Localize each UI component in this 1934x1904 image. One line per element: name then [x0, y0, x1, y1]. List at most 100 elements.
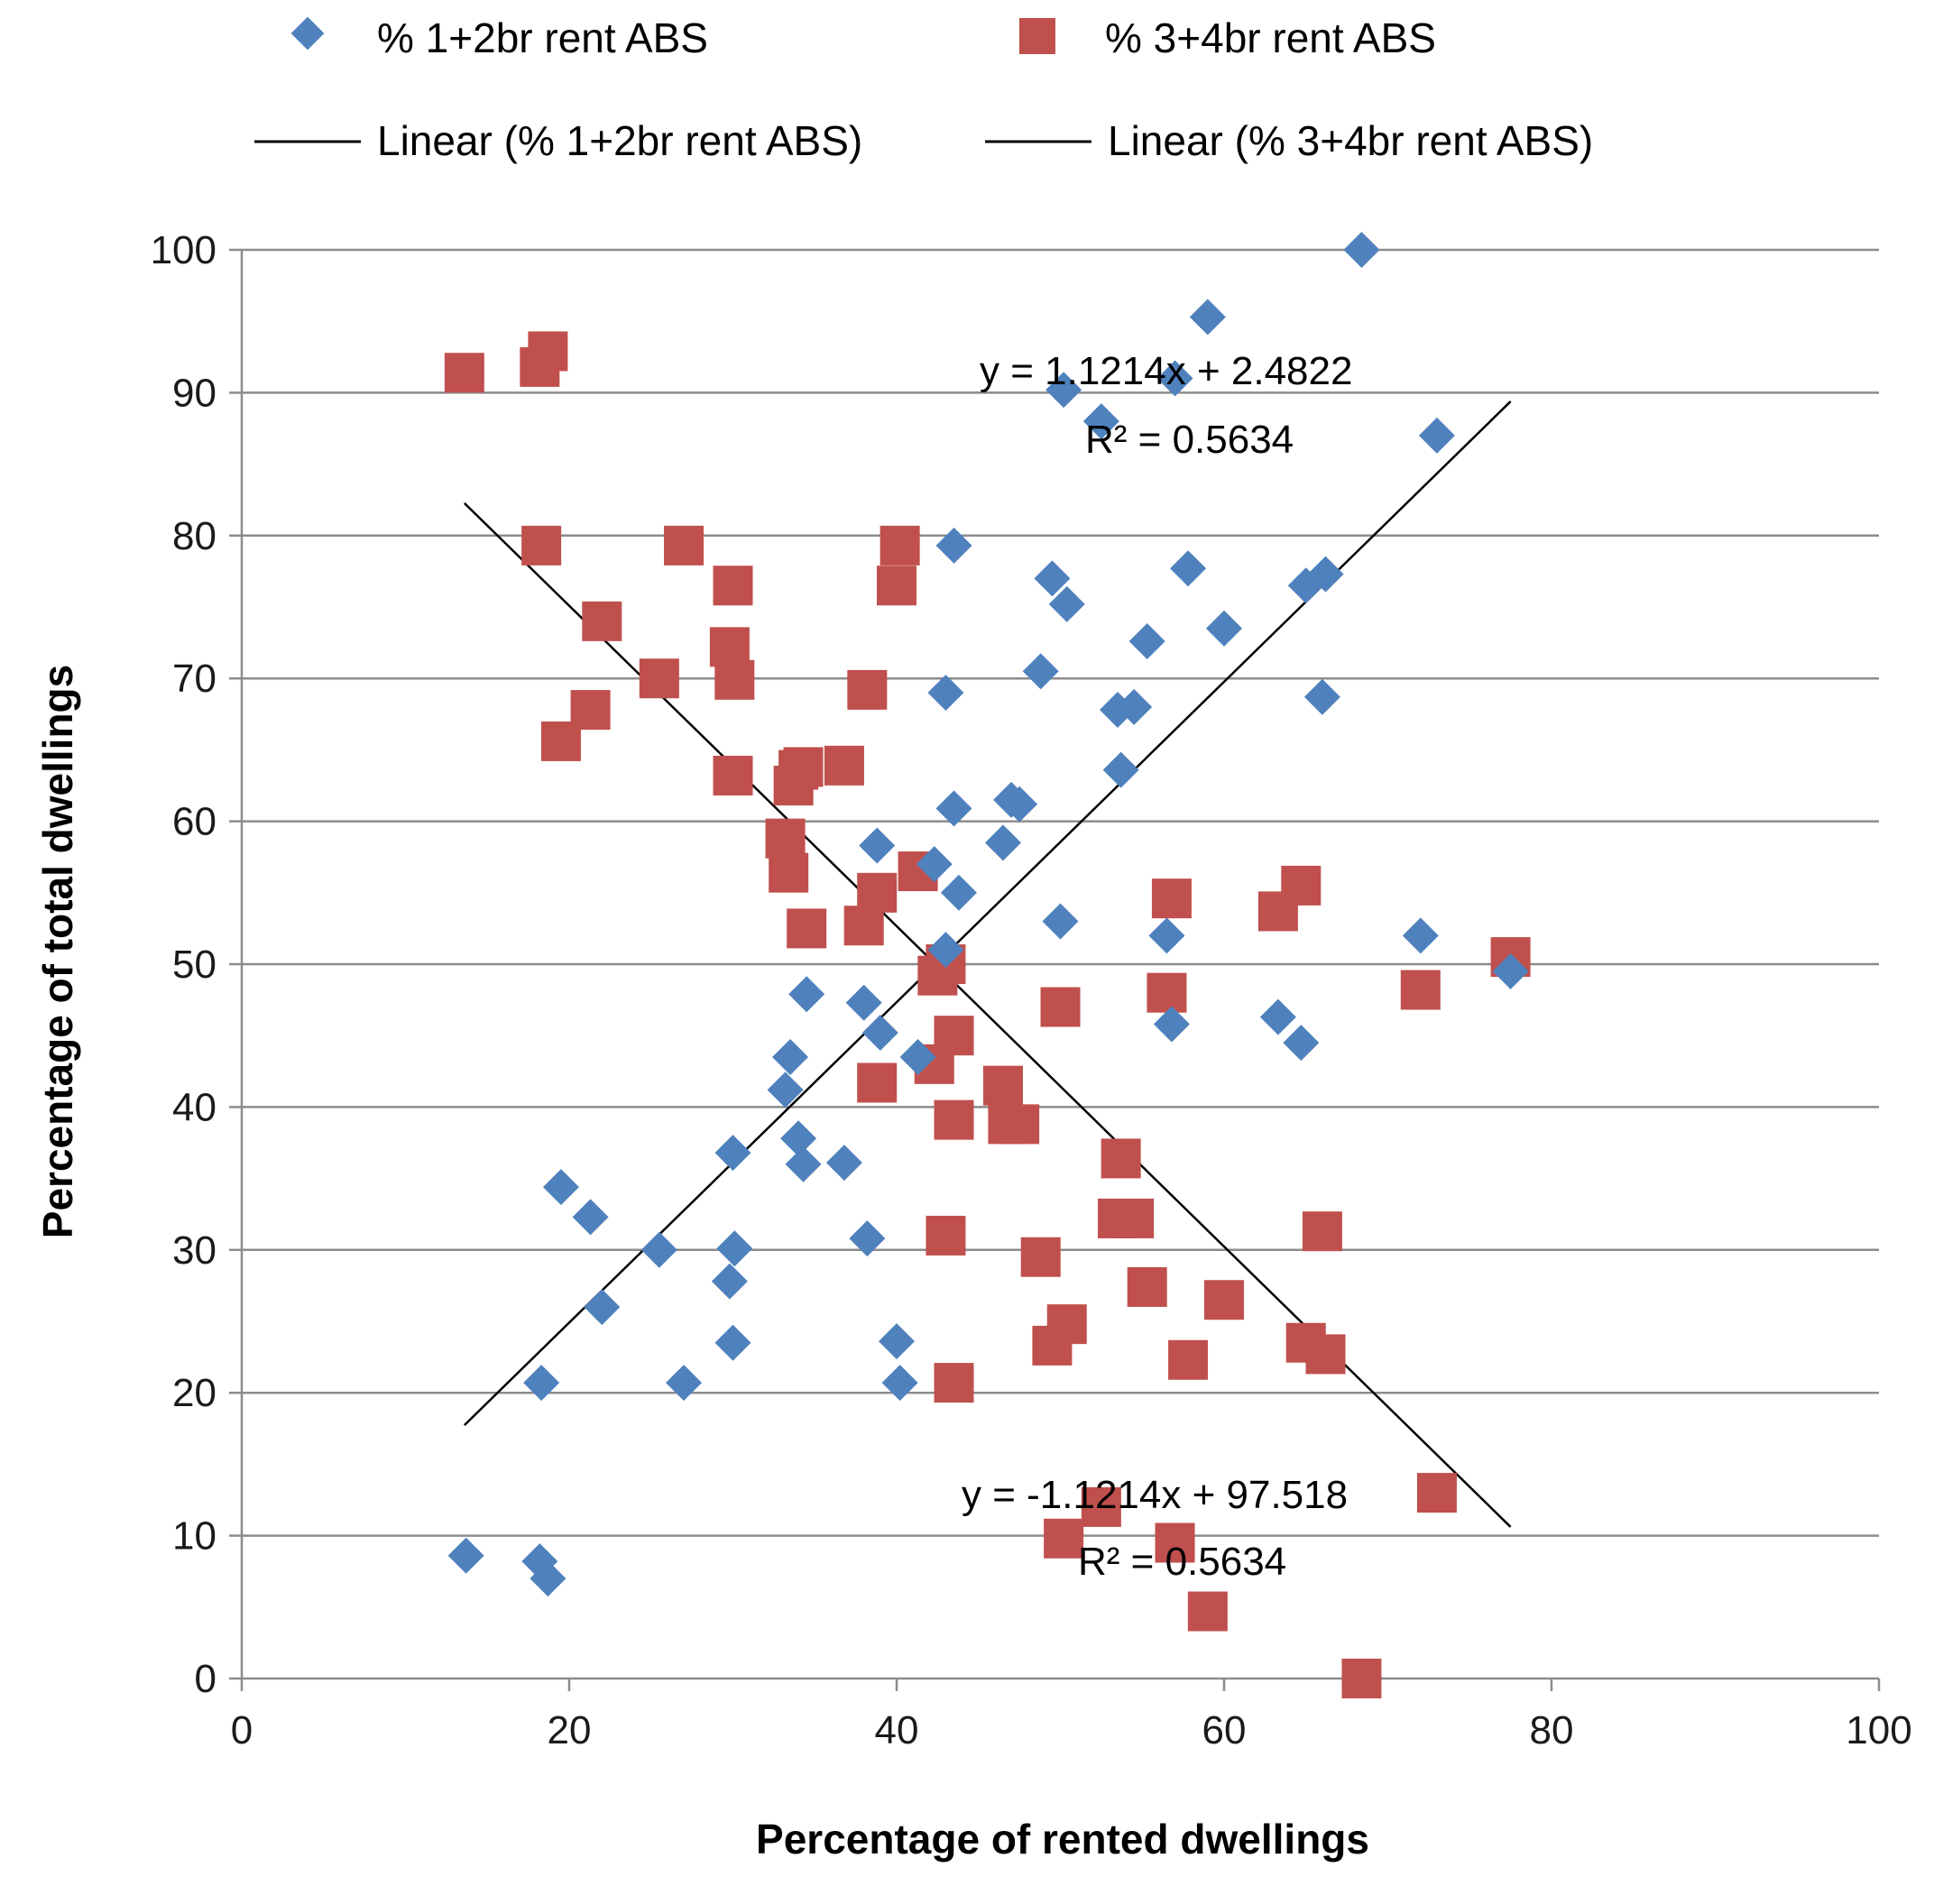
data-point-1-2br [785, 1145, 822, 1182]
data-point-1-2br [935, 790, 972, 827]
data-point-1-2br [845, 984, 882, 1021]
trend1-r2: R² = 0.5634 [1085, 418, 1294, 462]
data-point-1-2br [1418, 417, 1455, 454]
y-tick-label: 50 [172, 943, 216, 987]
data-point-1-2br [1042, 903, 1079, 940]
data-point-1-2br [1148, 917, 1185, 954]
data-point-1-2br [523, 1365, 560, 1402]
legend-label-series1: % 1+2br rent ABS [377, 14, 708, 61]
y-tick-label: 20 [172, 1371, 216, 1415]
data-point-1-2br [572, 1199, 609, 1236]
data-point-3-4br [847, 669, 888, 710]
data-point-3-4br [824, 745, 864, 786]
data-point-1-2br [1116, 688, 1153, 725]
data-point-1-2br [780, 1120, 817, 1157]
y-tick-labels: 0 10 20 30 40 50 60 70 80 90 100 [151, 228, 216, 1701]
data-point-3-4br [1020, 1237, 1061, 1277]
data-point-1-2br [861, 1015, 898, 1052]
data-point-1-2br [1153, 1006, 1190, 1043]
legend-label-trend1: Linear (% 1+2br rent ABS) [377, 117, 862, 164]
y-tick-label: 30 [172, 1228, 216, 1273]
y-tick-label: 90 [172, 371, 216, 415]
y-tick-label: 60 [172, 800, 216, 844]
data-point-1-2br [714, 1135, 751, 1172]
data-point-1-2br [1492, 952, 1529, 989]
data-point-3-4br [582, 601, 622, 641]
x-tick-label: 80 [1530, 1708, 1574, 1752]
y-tick-label: 80 [172, 514, 216, 558]
data-point-1-2br [1048, 585, 1085, 622]
data-point-1-2br [1307, 556, 1344, 593]
data-point-3-4br [1101, 1138, 1141, 1179]
legend-marker-square [1019, 18, 1055, 54]
legend: % 1+2br rent ABS % 3+4br rent ABS Linear… [254, 14, 1593, 164]
data-point-1-2br [1034, 560, 1071, 597]
data-point-3-4br [877, 566, 916, 606]
data-point-1-2br [1156, 360, 1193, 397]
data-point-3-4br [1081, 1486, 1121, 1527]
data-point-3-4br [1155, 1522, 1195, 1563]
axes [240, 250, 1881, 1691]
data-point-1-2br [935, 527, 972, 564]
data-point-1-2br [849, 1220, 886, 1257]
y-tick-label: 70 [172, 657, 216, 701]
x-tick-label: 20 [548, 1708, 592, 1752]
data-point-1-2br [1402, 917, 1439, 954]
data-point-3-4br [444, 353, 484, 393]
data-point-3-4br [528, 331, 568, 372]
data-point-3-4br [1400, 970, 1441, 1010]
data-point-3-4br [521, 525, 562, 566]
data-point-3-4br [639, 658, 679, 699]
data-point-3-4br [1187, 1591, 1228, 1632]
data-point-3-4br [843, 906, 884, 946]
series-1-2br-points [447, 232, 1529, 1597]
trend1-equation: y = 1.1214x + 2.4822 [980, 349, 1352, 393]
data-point-3-4br [934, 1363, 974, 1403]
x-axis-title: Percentage of rented dwellings [756, 1816, 1369, 1863]
data-point-1-2br [666, 1365, 703, 1402]
data-point-3-4br [1416, 1473, 1457, 1513]
data-point-1-2br [927, 675, 964, 712]
data-point-3-4br [880, 525, 920, 566]
trend2-r2: R² = 0.5634 [1078, 1540, 1286, 1584]
data-point-1-2br [1283, 1025, 1320, 1062]
trendline-1 [463, 400, 1512, 1426]
data-point-3-4br [1341, 1659, 1382, 1698]
data-point-1-2br [1001, 786, 1038, 823]
data-point-3-4br [1040, 987, 1081, 1027]
data-point-1-2br [1082, 403, 1119, 440]
data-point-1-2br [530, 1560, 566, 1597]
data-point-3-4br [1127, 1266, 1167, 1307]
x-tick-label: 0 [231, 1708, 253, 1752]
legend-item-trend1: Linear (% 1+2br rent ABS) [254, 117, 862, 164]
data-point-3-4br [1168, 1339, 1209, 1380]
gridlines [229, 248, 1879, 1680]
data-point-1-2br [879, 1323, 915, 1360]
data-point-3-4br [540, 721, 581, 761]
data-point-1-2br [1022, 653, 1059, 690]
data-point-3-4br [713, 755, 753, 796]
data-point-3-4br [1204, 1280, 1244, 1320]
data-point-1-2br [927, 932, 964, 969]
data-point-3-4br [1151, 878, 1192, 919]
trend2-equation: y = -1.1214x + 97.518 [962, 1473, 1348, 1517]
data-point-3-4br [934, 1099, 974, 1140]
data-point-1-2br [916, 846, 953, 883]
data-point-1-2br [788, 976, 825, 1013]
y-tick-label: 10 [172, 1514, 216, 1559]
data-point-3-4br [1044, 1518, 1084, 1559]
y-tick-label: 40 [172, 1085, 216, 1129]
data-point-1-2br [714, 1324, 751, 1361]
data-point-1-2br [1170, 550, 1207, 587]
data-point-1-2br [447, 1537, 484, 1574]
data-point-1-2br [767, 1072, 804, 1108]
legend-item-series1: % 1+2br rent ABS [290, 14, 708, 61]
data-point-3-4br [857, 1062, 898, 1103]
legend-label-series2: % 3+4br rent ABS [1105, 14, 1436, 61]
legend-marker-diamond [290, 16, 325, 51]
trendline-2 [463, 501, 1512, 1528]
data-point-1-2br [984, 824, 1021, 861]
data-point-1-2br [716, 1230, 753, 1267]
data-point-1-2br [1303, 678, 1340, 715]
data-point-3-4br [1302, 1211, 1342, 1252]
